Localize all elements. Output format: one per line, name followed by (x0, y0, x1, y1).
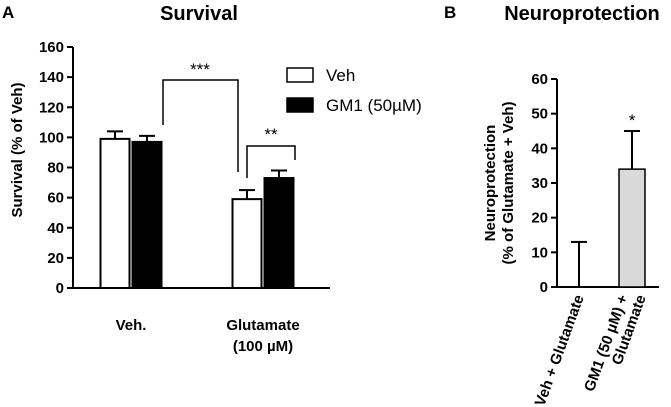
panel-a-letter: A (2, 3, 14, 22)
y-tick-label: 120 (39, 99, 64, 116)
x-category-label: Glutamate (226, 317, 299, 334)
legend-swatch (286, 67, 314, 83)
y-tick-label: 160 (39, 39, 64, 56)
bar (263, 177, 295, 289)
significance-label: ** (264, 125, 278, 144)
y-tick-label: 0 (56, 280, 64, 297)
x-category-label: (100 µM) (233, 338, 293, 355)
y-tick-label: 30 (531, 175, 548, 192)
y-tick-label: 10 (531, 244, 548, 261)
chart-a-ylabel: Survival (% of Veh) (9, 82, 26, 217)
y-tick-label: 50 (531, 106, 548, 123)
y-tick-label: 0 (540, 279, 548, 296)
x-category-label: Veh + Glutamate (532, 293, 588, 407)
legend-swatch (286, 97, 314, 113)
bar (131, 140, 163, 289)
y-tick-label: 60 (531, 71, 548, 88)
chart-b-ylabel-line2: (% of Glutamate + Veh) (500, 102, 517, 265)
bar (231, 198, 263, 290)
significance-bracket (162, 79, 239, 172)
y-tick-label: 20 (531, 210, 548, 227)
chart-a-plot: 0 20 40 60 80 100 120 140 160 Veh. Glutamate (100 µ… (39, 39, 422, 355)
significance-label: *** (190, 60, 210, 79)
y-tick-label: 80 (47, 160, 64, 177)
chart-b-title: Neuroprotection (504, 3, 660, 25)
panel-b-letter: B (444, 3, 456, 22)
legend-label: GM1 (50µM) (326, 96, 422, 115)
chart-a-title: Survival (160, 3, 238, 25)
bar (99, 137, 131, 289)
y-tick-label: 40 (531, 140, 548, 157)
significance-label: * (629, 111, 636, 130)
y-tick-label: 60 (47, 190, 64, 207)
y-tick-label: 100 (39, 129, 64, 146)
bar (618, 168, 646, 288)
chart-b-ylabel-line1: Neuroprotection (482, 125, 499, 242)
y-tick-label: 40 (47, 220, 64, 237)
y-tick-label: 140 (39, 69, 64, 86)
legend-label: Veh (326, 66, 355, 85)
significance-bracket (246, 145, 296, 178)
y-tick-label: 20 (47, 250, 64, 267)
x-category-label: Veh. (116, 317, 147, 334)
